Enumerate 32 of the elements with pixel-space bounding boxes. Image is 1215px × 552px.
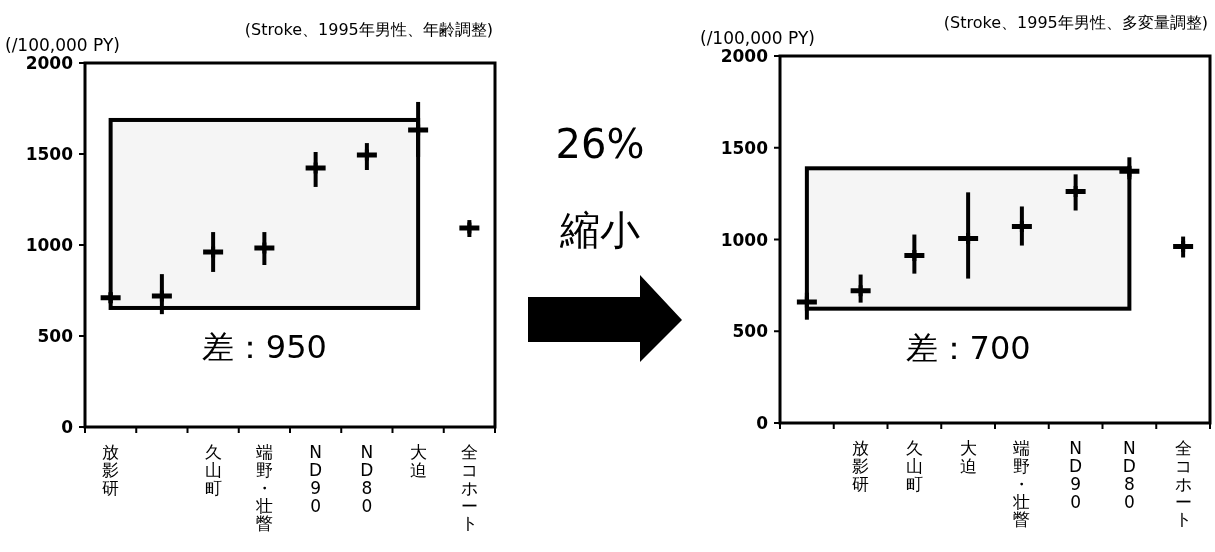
x-tick-label: 全コホート bbox=[460, 442, 478, 534]
x-tick-label: ND80 bbox=[1122, 438, 1136, 512]
y-axis-title: (/100,000 PY) bbox=[5, 35, 120, 55]
y-tick-label: 0 bbox=[756, 413, 769, 433]
band-label: 差：700 bbox=[905, 328, 1031, 367]
y-axis-title: (/100,000 PY) bbox=[700, 28, 815, 48]
x-tick-label: 大迫 bbox=[409, 442, 427, 480]
y-tick-label: 1000 bbox=[25, 235, 74, 255]
x-tick-label: 端野・壮瞥 bbox=[1012, 438, 1031, 530]
y-tick-label: 1500 bbox=[25, 144, 74, 164]
y-tick-label: 500 bbox=[37, 326, 74, 346]
x-tick-label: 久山町 bbox=[204, 442, 222, 498]
y-tick-label: 1000 bbox=[720, 229, 769, 250]
text: 縮小 bbox=[559, 207, 640, 253]
x-tick-label: 放影研 bbox=[852, 438, 870, 494]
y-tick-label: 2000 bbox=[25, 53, 74, 73]
chart-title: (Stroke、1995年男性、年齢調整) bbox=[244, 20, 493, 39]
x-tick-label: ND90 bbox=[309, 442, 323, 516]
x-tick-label: 大迫 bbox=[959, 438, 977, 476]
x-tick-label: 久山町 bbox=[905, 438, 923, 494]
x-tick-label: ND90 bbox=[1069, 438, 1083, 512]
x-tick-label: 端野・壮瞥 bbox=[254, 442, 273, 534]
x-tick-label: 放影研 bbox=[102, 442, 120, 498]
band-label: 差：950 bbox=[201, 327, 327, 366]
y-tick-label: 500 bbox=[732, 321, 769, 342]
y-tick-label: 2000 bbox=[720, 46, 769, 66]
y-tick-label: 0 bbox=[61, 417, 74, 437]
x-tick-label: ND80 bbox=[360, 442, 374, 516]
y-tick-label: 1500 bbox=[720, 137, 769, 158]
x-tick-label: 全コホート bbox=[1174, 438, 1192, 530]
chart-title: (Stroke、1995年男性、多変量調整) bbox=[943, 13, 1208, 32]
text: 26% bbox=[555, 121, 645, 167]
